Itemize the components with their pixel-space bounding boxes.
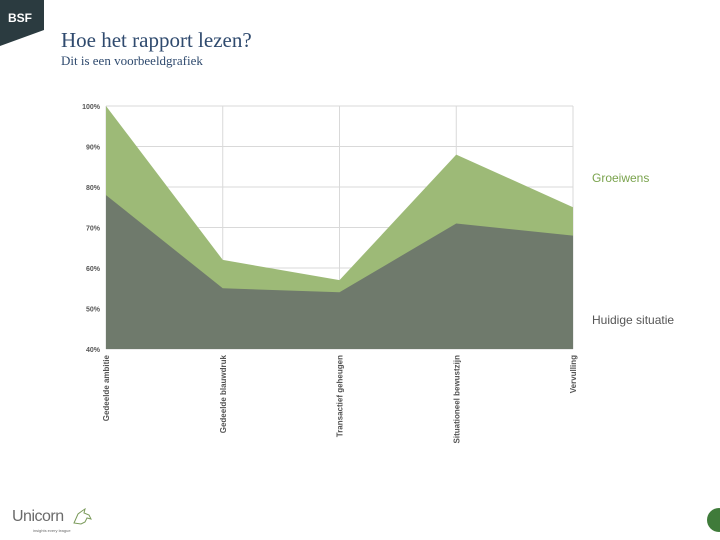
- x-tick-label: Gedeelde blauwdruk: [219, 354, 228, 433]
- y-tick-label: 90%: [86, 145, 101, 152]
- x-tick-label: Vervulling: [569, 355, 578, 393]
- page-title: Hoe het rapport lezen?: [61, 28, 252, 52]
- x-axis-ticks: Gedeelde ambitie Gedeelde blauwdruk Transa…: [102, 354, 578, 443]
- legend-entry: Groeiwens: [592, 171, 649, 185]
- chart-areas: [106, 106, 573, 349]
- y-tick-label: 80%: [86, 185, 101, 192]
- y-tick-label: 40%: [86, 347, 101, 354]
- y-tick-label: 100%: [82, 104, 101, 111]
- y-tick-label: 70%: [86, 226, 101, 233]
- unicorn-tagline: insights every league: [33, 528, 71, 533]
- page-subtitle: Dit is een voorbeeldgrafiek: [61, 53, 203, 68]
- unicorn-brand: Unicorn: [12, 508, 64, 525]
- y-tick-label: 50%: [86, 307, 101, 314]
- chart-legend: Groeiwens Huidige situatie: [592, 171, 674, 327]
- x-tick-label: Transactief geheugen: [336, 355, 345, 437]
- unicorn-horse-icon: [73, 508, 92, 525]
- y-tick-label: 60%: [86, 266, 101, 273]
- x-tick-label: Situationeel bewustzijn: [452, 355, 461, 444]
- series-area-1: [106, 195, 573, 349]
- legend-entry: Huidige situatie: [592, 313, 674, 327]
- y-axis-ticks: 40% 50% 60% 70% 80% 90% 100%: [82, 104, 101, 354]
- next-slide-button[interactable]: [707, 508, 720, 532]
- bsf-logo: BSF: [0, 0, 44, 46]
- bsf-logo-text: BSF: [8, 11, 32, 25]
- x-tick-label: Gedeelde ambitie: [102, 354, 111, 421]
